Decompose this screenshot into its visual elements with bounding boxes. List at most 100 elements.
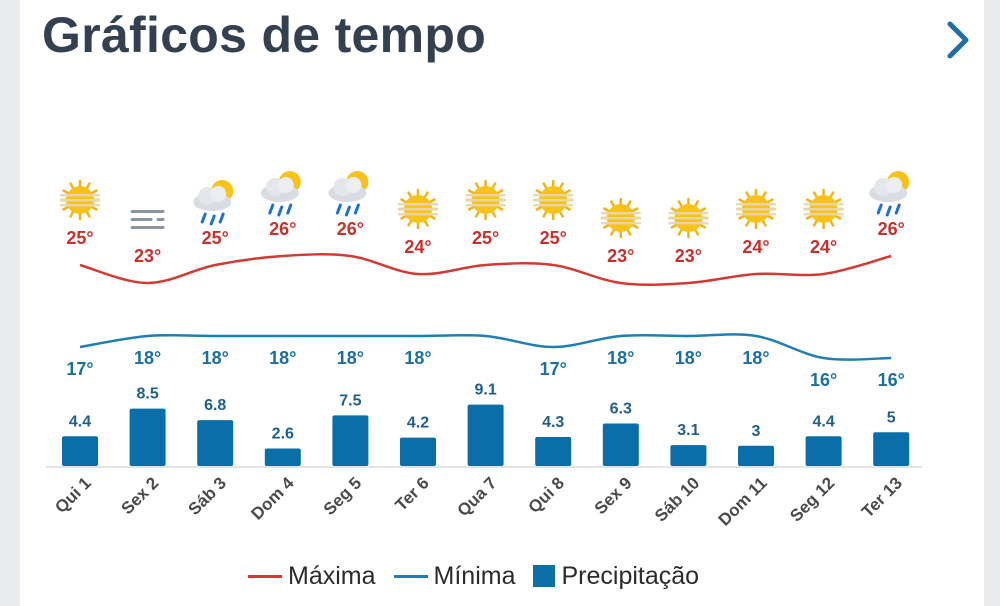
- precip-bar[interactable]: [535, 436, 572, 466]
- haze-line: [668, 217, 709, 220]
- rain-drop: [200, 212, 207, 224]
- sun-ray: [474, 182, 481, 190]
- rain-drop: [209, 214, 216, 226]
- rain-drop: [277, 205, 284, 217]
- rain-sun-icon: [260, 171, 301, 217]
- haze-line: [668, 222, 709, 225]
- min-temp-label: 18°: [404, 348, 431, 368]
- min-temp-label: 16°: [810, 370, 837, 390]
- sun-ray: [542, 210, 548, 218]
- sun-ray: [693, 228, 700, 236]
- sun-ray: [62, 189, 70, 195]
- x-tick-label: Qui 8: [525, 473, 568, 516]
- sun-hazy-icon: [397, 188, 439, 230]
- precip-bar[interactable]: [197, 420, 234, 466]
- min-temp-label: 18°: [742, 348, 769, 368]
- max-temp-label: 25°: [202, 228, 229, 248]
- sun-ray: [677, 200, 684, 208]
- haze-line: [398, 203, 438, 206]
- legend-precip-swatch: [533, 565, 556, 587]
- x-tick-label: Seg 5: [320, 473, 366, 519]
- sun-ray: [407, 191, 413, 199]
- precip-bar[interactable]: [264, 448, 301, 466]
- sun-hazy-icon: [532, 179, 574, 221]
- sun-ray: [812, 219, 819, 227]
- sun-ray: [69, 182, 75, 190]
- sun-ray: [467, 205, 476, 211]
- sun-ray: [407, 219, 413, 227]
- precip-label: 9.1: [474, 382, 496, 399]
- legend-item-max[interactable]: Máxima: [248, 562, 376, 591]
- sun-ray: [610, 228, 616, 236]
- min-temp-label: 18°: [337, 348, 364, 368]
- fog-line: [130, 218, 153, 221]
- haze-line: [533, 199, 574, 202]
- cloud-shape: [210, 186, 227, 202]
- precip-bar[interactable]: [62, 436, 98, 466]
- precip-bar[interactable]: [805, 436, 842, 466]
- precip-bar[interactable]: [332, 415, 369, 466]
- sun-ray: [490, 210, 497, 218]
- chevron-right-icon[interactable]: [940, 18, 976, 62]
- precip-label: 6.8: [204, 397, 226, 414]
- page-title: Gráficos de tempo: [42, 7, 487, 63]
- x-tick-label: Ter 13: [858, 473, 906, 521]
- sun-ray: [626, 228, 632, 236]
- x-tick-label: Sex 2: [118, 473, 163, 518]
- precip-bar[interactable]: [129, 408, 166, 466]
- precip-label: 5: [887, 409, 896, 426]
- max-temp-label: 24°: [404, 237, 431, 257]
- sun-ray: [630, 223, 639, 229]
- sun-ray: [495, 189, 504, 195]
- precip-bar[interactable]: [738, 445, 774, 466]
- cloud-shape: [345, 177, 362, 193]
- max-temp-label: 23°: [134, 246, 161, 266]
- precip-bar[interactable]: [873, 432, 910, 466]
- haze-line: [465, 204, 506, 207]
- legend-item-precip[interactable]: Precipitação: [533, 562, 699, 591]
- legend-precip-label: Precipitação: [561, 561, 700, 590]
- haze-line: [533, 194, 574, 197]
- min-temp-label: 18°: [134, 348, 161, 368]
- haze-line: [398, 208, 438, 211]
- haze-line: [60, 199, 100, 202]
- precip-bar[interactable]: [467, 404, 504, 466]
- precip-label: 2.6: [272, 425, 294, 442]
- haze-line: [668, 212, 709, 215]
- rain-drop: [885, 205, 892, 217]
- sun-ray: [535, 189, 544, 195]
- rain-sun-icon: [869, 171, 910, 217]
- rain-drop: [218, 212, 225, 224]
- legend-item-min[interactable]: Mínima: [393, 562, 515, 591]
- precip-bar[interactable]: [670, 445, 707, 466]
- precip-label: 4.4: [812, 413, 834, 430]
- rain-drop: [335, 203, 342, 215]
- precip-label: 3: [752, 423, 761, 440]
- precip-bar[interactable]: [602, 423, 639, 466]
- haze-line: [803, 213, 844, 216]
- x-tick-label: Sex 9: [591, 473, 636, 518]
- sun-ray: [400, 214, 408, 220]
- sun-ray: [833, 198, 842, 204]
- haze-line: [60, 194, 100, 197]
- sun-ray: [423, 191, 429, 199]
- legend-min-swatch: [393, 574, 428, 578]
- max-temp-label: 25°: [540, 228, 567, 248]
- precip-label: 4.3: [542, 414, 564, 431]
- min-temp-label: 18°: [269, 348, 296, 368]
- sun-ray: [670, 223, 679, 229]
- sun-ray: [423, 219, 429, 227]
- sun-ray: [761, 219, 767, 227]
- x-tick-label: Ter 6: [392, 473, 433, 514]
- haze-line: [736, 213, 776, 216]
- legend-max-label: Máxima: [288, 561, 376, 590]
- cloud-shape: [277, 177, 294, 193]
- max-temp-label: 25°: [472, 228, 499, 248]
- x-tick-label: Qui 1: [51, 473, 94, 516]
- sun-hazy-icon: [803, 188, 844, 230]
- sun-ray: [467, 189, 476, 195]
- max-temp-label: 26°: [269, 219, 296, 239]
- sun-hazy-icon: [465, 179, 506, 221]
- precip-bar[interactable]: [400, 437, 436, 466]
